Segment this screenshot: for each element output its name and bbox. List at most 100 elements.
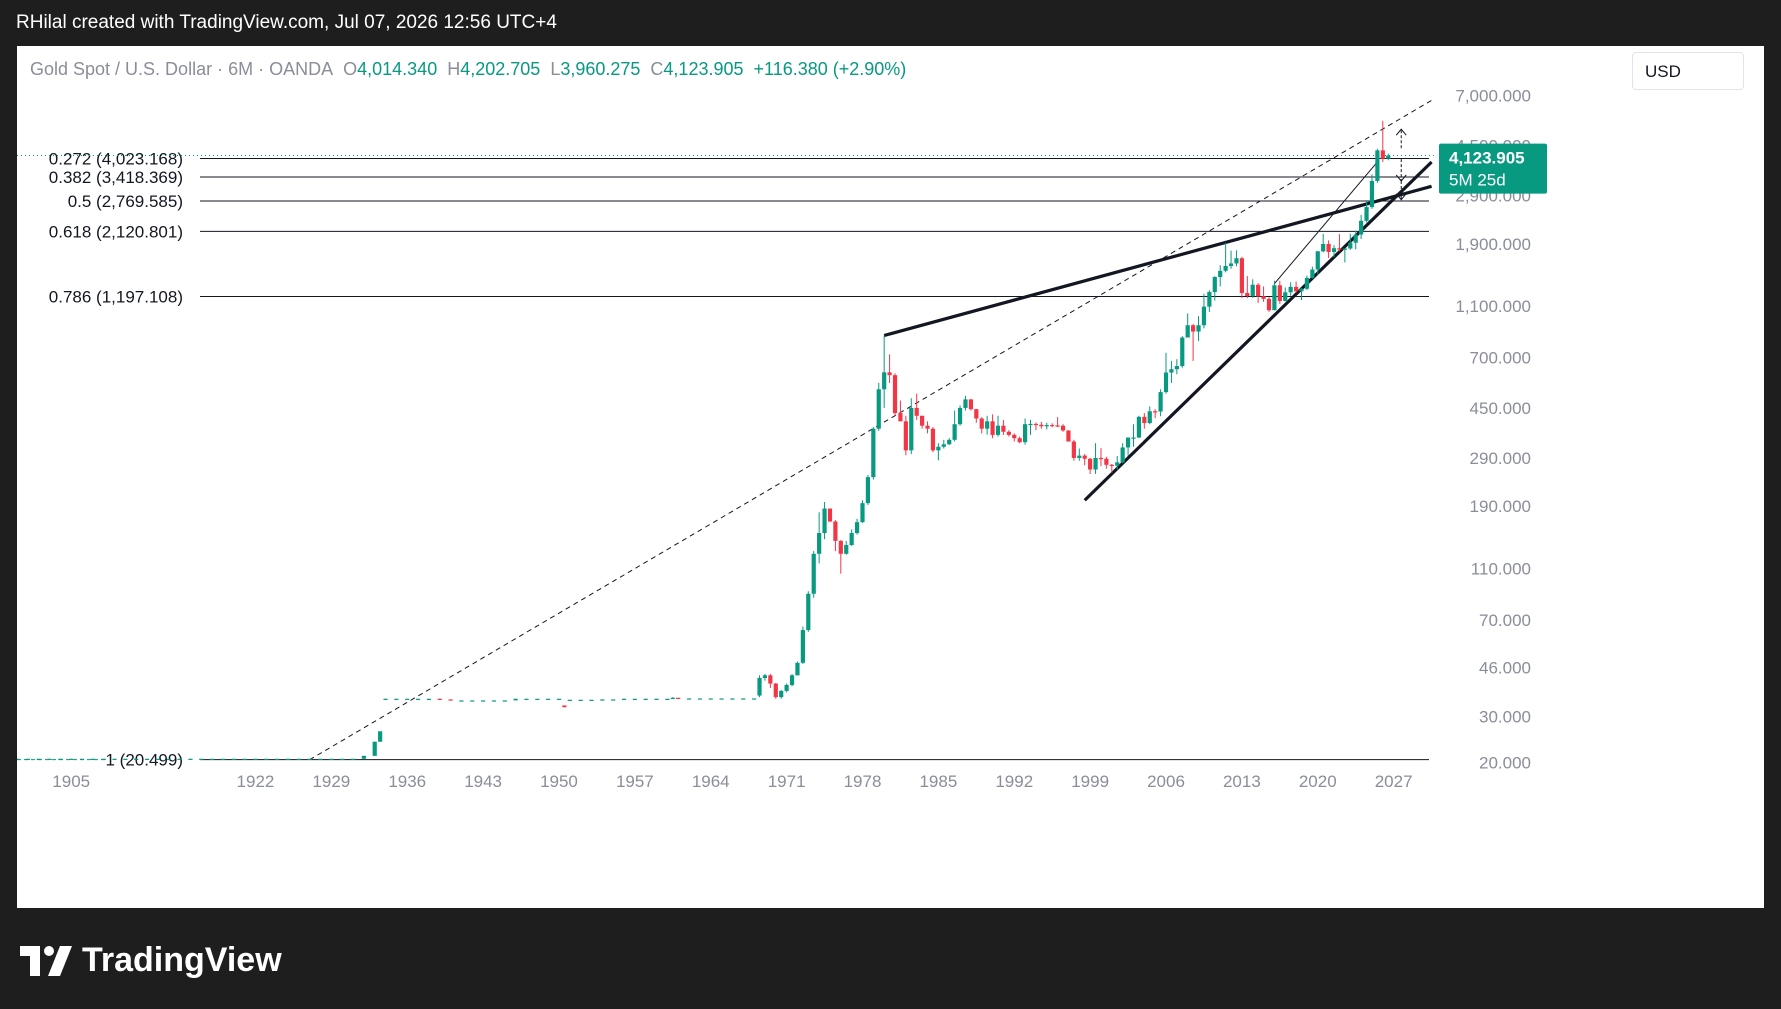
tradingview-logo[interactable]: TradingView (20, 941, 282, 980)
candle-body (665, 698, 670, 700)
candle-body (914, 407, 919, 416)
change-value: +116.380 (+2.90%) (753, 59, 907, 79)
candle-body (1153, 411, 1158, 413)
candle-body (307, 758, 312, 760)
axis-layer: 1905 1922 1929 1936 1943 1950 1957 1964 1971 1978… (52, 86, 1531, 791)
channel-line[interactable] (1274, 161, 1378, 284)
x-tick-label: 1999 (1071, 772, 1109, 791)
fib-retracement-layer[interactable]: 0.272 (4,023.168)0.382 (3,418.369) 0.5 (2… (17, 149, 1437, 770)
candle-body (25, 758, 30, 760)
currency-selector[interactable]: USD (1632, 52, 1744, 90)
candle-body (1299, 288, 1304, 292)
candle-body (1256, 284, 1261, 297)
candle-body (806, 593, 811, 631)
candle-body (1093, 457, 1098, 470)
candle-body (751, 698, 757, 700)
candle-body (1022, 424, 1028, 443)
candle-body (898, 413, 903, 422)
candle-body (941, 444, 946, 447)
x-tick-label: 1971 (768, 772, 806, 791)
candle-body (1228, 263, 1234, 266)
candle-body (936, 446, 941, 451)
candle-body (361, 755, 366, 759)
projection-arrows (1395, 128, 1407, 201)
candle-body (134, 758, 139, 760)
x-tick-label: 1985 (919, 772, 957, 791)
symbol-label[interactable]: Gold Spot / U.S. Dollar · 6M · OANDA (30, 59, 334, 79)
candle-body (654, 698, 659, 700)
candle-body (1348, 242, 1353, 249)
candle-body (995, 425, 1001, 435)
candle-body (188, 758, 193, 760)
candle-body (849, 533, 854, 546)
candle-body (1012, 434, 1017, 439)
currency-label: USD (1645, 62, 1681, 81)
candle-body (1359, 220, 1364, 235)
x-tick-label: 1964 (692, 772, 730, 791)
candle-body (1386, 155, 1391, 159)
candle-body (930, 428, 936, 451)
y-tick-label: 30.000 (1479, 707, 1531, 726)
candle-body (1033, 423, 1039, 426)
close-value: 4,123.905 (663, 59, 744, 79)
candle-body (947, 439, 952, 445)
candle-body (1082, 455, 1087, 459)
candle-body (112, 758, 117, 760)
footer: TradingView (0, 908, 1781, 1009)
candle-body (789, 675, 795, 685)
candle-body (730, 698, 735, 700)
candle-body (1277, 285, 1282, 301)
candle-body (621, 698, 627, 700)
candle-body (697, 698, 703, 700)
candle-body (562, 705, 567, 708)
candle-body (394, 698, 399, 700)
candle-body (155, 758, 161, 760)
candle-body (79, 758, 85, 760)
fib-level-label: 0.5 (2,769.585) (68, 192, 183, 211)
candle-body (860, 503, 865, 523)
candle-body (1142, 416, 1147, 424)
candle-body (779, 690, 784, 698)
y-tick-label: 20.000 (1479, 753, 1531, 772)
candle-body (1158, 392, 1163, 412)
trendline-layer[interactable] (309, 99, 1433, 761)
candle-body (811, 553, 816, 594)
candle-body (69, 758, 74, 760)
candle-body (1088, 458, 1093, 470)
candle-body (101, 758, 106, 760)
y-tick-label: 1,100.000 (1455, 297, 1531, 316)
y-tick-label: 1,900.000 (1455, 235, 1531, 254)
candle-body (502, 700, 507, 702)
close-label: C (650, 59, 664, 79)
candle-body (1028, 423, 1033, 426)
candle-body (166, 758, 171, 760)
x-tick-label: 2013 (1223, 772, 1261, 791)
trendline[interactable] (1083, 160, 1433, 502)
candles-layer (17, 120, 1391, 760)
dashed-trendline[interactable] (309, 99, 1432, 761)
candle-body (920, 415, 925, 426)
candle-body (275, 758, 280, 760)
y-tick-label: 46.000 (1479, 659, 1531, 678)
candle-body (1066, 430, 1071, 442)
x-tick-label: 1943 (464, 772, 502, 791)
fib-level-label: 0.786 (1,197.108) (49, 287, 183, 306)
candle-body (1163, 372, 1169, 393)
candle-body (676, 697, 681, 699)
candle-body (1115, 462, 1120, 466)
candle-body (768, 675, 773, 684)
projection-arrowhead (1395, 128, 1407, 136)
candle-body (985, 421, 990, 429)
candle-body (838, 540, 843, 554)
candle-body (1304, 277, 1310, 289)
candle-body (762, 675, 768, 678)
chart-frame[interactable]: 0.272 (4,023.168) 0.382 (3,418.369) 0.5 (2… (17, 46, 1764, 908)
candle-body (1380, 150, 1385, 159)
candle-body (632, 698, 637, 700)
candle-body (1071, 441, 1076, 458)
price-chart[interactable]: 0.272 (4,023.168)0.382 (3,418.369) 0.5 (2… (17, 46, 1764, 908)
candle-body (909, 407, 914, 451)
candle-body (822, 508, 827, 534)
candle-body (1342, 248, 1347, 250)
y-tick-label: 70.000 (1479, 611, 1531, 630)
